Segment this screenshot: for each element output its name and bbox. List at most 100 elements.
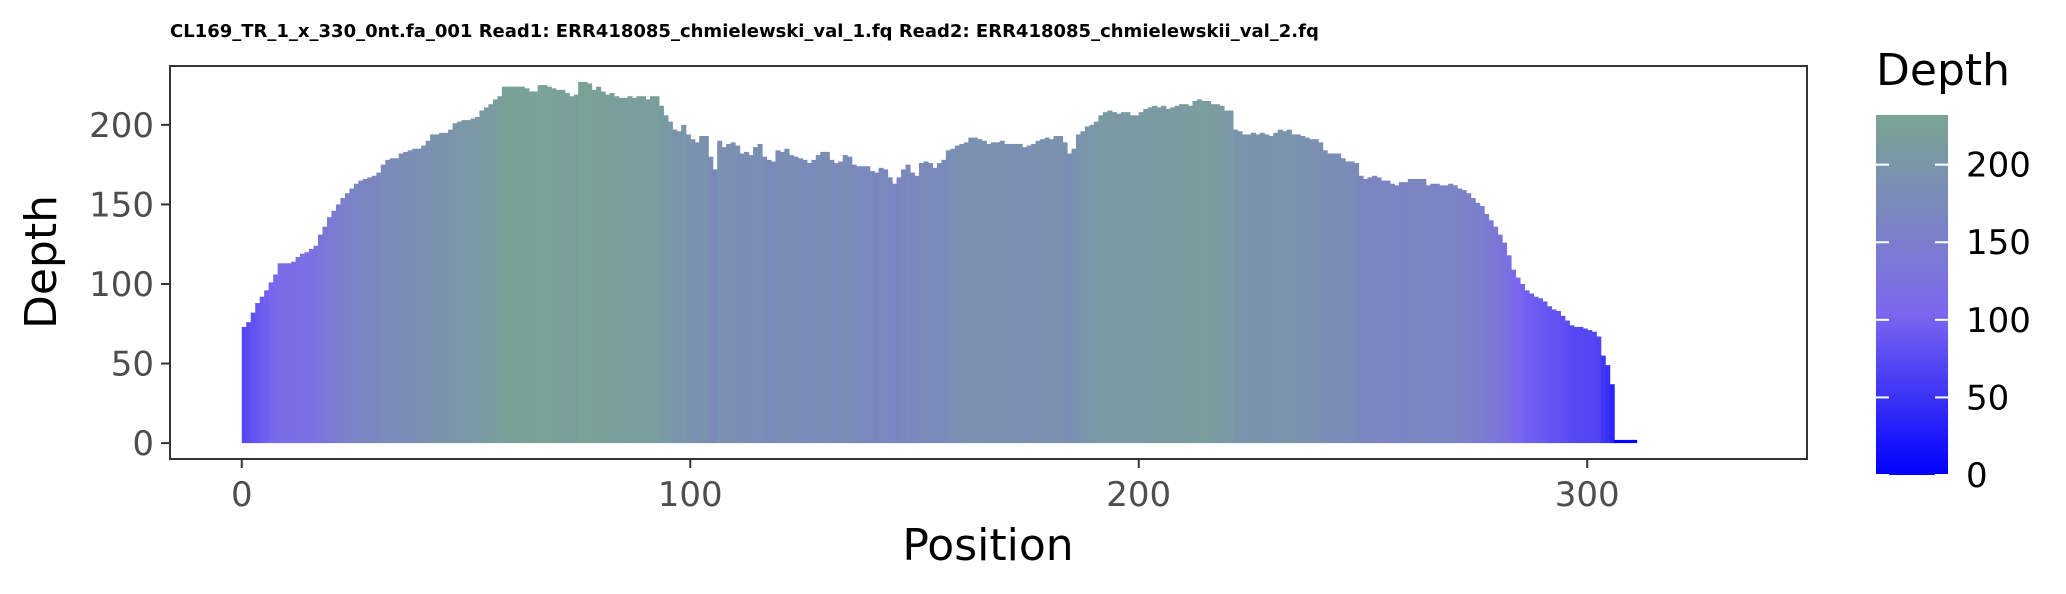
depth-bar <box>892 183 898 444</box>
depth-bar <box>582 81 588 444</box>
depth-bar <box>403 151 409 444</box>
depth-bar <box>1614 439 1620 444</box>
depth-bar <box>1461 190 1467 444</box>
y-axis-title: Depth <box>16 195 67 329</box>
depth-bar <box>1416 178 1422 444</box>
depth-bar <box>1354 163 1360 444</box>
depth-bar <box>1318 142 1324 444</box>
depth-bar <box>1277 129 1283 444</box>
depth-bar <box>1264 134 1270 444</box>
depth-bar <box>1528 293 1535 444</box>
depth-bar <box>1452 185 1458 444</box>
depth-bar <box>1219 105 1225 444</box>
depth-bar <box>1493 226 1499 444</box>
depth-bar <box>1044 137 1050 444</box>
depth-bar <box>847 156 853 444</box>
depth-bar <box>537 85 543 444</box>
depth-bar <box>1111 112 1117 444</box>
depth-bar <box>282 263 288 444</box>
depth-bar <box>519 86 525 444</box>
depth-bar <box>1098 115 1104 444</box>
depth-bar <box>815 155 821 444</box>
depth-bar <box>1053 136 1059 444</box>
depth-bar <box>268 282 274 444</box>
depth-bar <box>950 148 956 444</box>
depth-bar <box>389 158 395 444</box>
depth-bar <box>1605 365 1611 444</box>
depth-bar <box>1591 331 1597 444</box>
depth-bar <box>466 120 472 444</box>
depth-bar <box>1232 129 1239 444</box>
depth-bar <box>1188 105 1194 444</box>
depth-bar <box>1466 193 1472 444</box>
x-tick-label: 0 <box>231 475 253 515</box>
depth-bar <box>927 163 934 444</box>
depth-bar <box>1138 112 1144 444</box>
depth-bar <box>416 148 422 444</box>
depth-bar <box>353 183 359 444</box>
depth-bar <box>1569 325 1575 444</box>
depth-bar <box>636 96 642 444</box>
depth-bar <box>1004 143 1010 444</box>
depth-bar <box>1192 101 1198 444</box>
depth-bar <box>1587 330 1593 444</box>
depth-bar <box>775 150 781 444</box>
depth-bar <box>1349 161 1355 444</box>
depth-bar <box>1376 177 1382 444</box>
depth-bar <box>1506 255 1512 444</box>
depth-bar <box>524 88 530 444</box>
depth-bar <box>744 151 750 444</box>
depth-bar <box>788 155 794 444</box>
depth-bar <box>1183 104 1189 444</box>
bars-layer <box>241 81 1638 444</box>
depth-bar <box>748 155 754 444</box>
depth-bar <box>1510 269 1517 444</box>
depth-bar <box>887 177 893 444</box>
depth-bar <box>439 132 445 444</box>
depth-bar <box>367 177 373 444</box>
depth-bar <box>331 210 337 444</box>
depth-bar <box>1013 143 1019 444</box>
depth-bar <box>824 151 830 444</box>
depth-bar <box>806 163 812 444</box>
depth-bar <box>286 263 292 444</box>
depth-bar <box>1223 110 1230 444</box>
depth-bar <box>981 140 987 444</box>
depth-bar <box>1273 132 1279 444</box>
depth-bar <box>1255 134 1261 444</box>
depth-bar <box>304 252 310 444</box>
depth-bar <box>1120 112 1126 444</box>
depth-bar <box>753 147 759 444</box>
depth-bar <box>1582 328 1588 444</box>
depth-bar <box>1632 439 1638 444</box>
depth-bar <box>344 193 350 444</box>
depth-bar <box>1537 298 1543 444</box>
depth-bar <box>1439 185 1445 444</box>
depth-bar <box>546 86 552 444</box>
depth-bar <box>1403 182 1409 444</box>
depth-bar <box>1179 104 1185 444</box>
depth-bar <box>1322 150 1328 444</box>
depth-bar <box>869 171 875 444</box>
depth-bar <box>1484 213 1490 444</box>
depth-bar <box>914 175 920 444</box>
depth-bar <box>954 145 960 444</box>
depth-bar <box>479 110 485 444</box>
depth-bar <box>497 96 503 444</box>
depth-bar <box>1031 143 1037 444</box>
depth-bar <box>560 89 566 444</box>
depth-bar <box>681 124 687 444</box>
depth-bar <box>712 169 718 444</box>
depth-bar <box>1542 301 1548 444</box>
depth-bar <box>1412 178 1418 444</box>
depth-bar <box>936 163 942 444</box>
depth-bar <box>1174 105 1180 444</box>
depth-bar <box>1022 147 1028 444</box>
depth-bar <box>770 161 777 444</box>
legend-colorbar <box>1876 115 1948 475</box>
depth-bar <box>649 96 655 444</box>
depth-bar <box>1049 139 1055 444</box>
depth-bar <box>672 129 678 444</box>
depth-bar <box>1161 105 1167 444</box>
depth-bar <box>605 94 611 444</box>
